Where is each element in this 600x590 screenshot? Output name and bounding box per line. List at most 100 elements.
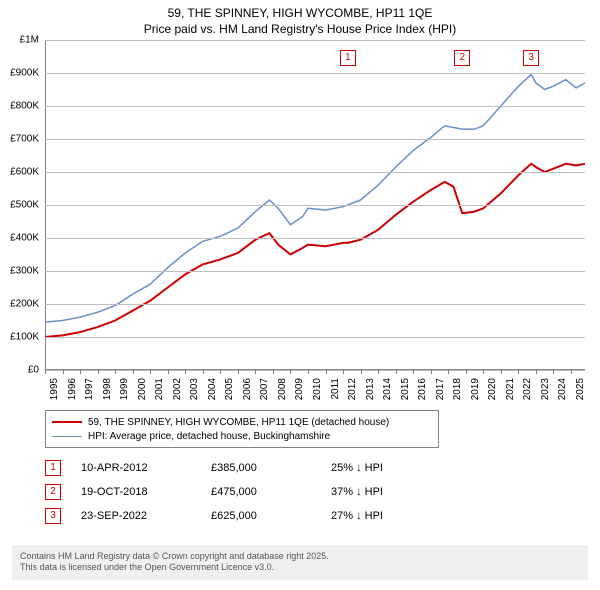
chart-area: 123 £0£100K£200K£300K£400K£500K£600K£700… <box>45 40 585 370</box>
x-tick-mark <box>168 370 169 374</box>
event-row: 3 23-SEP-2022 £625,000 27% ↓ HPI <box>45 504 451 528</box>
x-tick-mark <box>518 370 519 374</box>
legend-swatch-hpi <box>52 436 82 437</box>
x-tick-label: 2013 <box>365 378 376 400</box>
x-tick-mark <box>431 370 432 374</box>
event-date: 19-OCT-2018 <box>81 486 211 498</box>
x-tick-mark <box>483 370 484 374</box>
gridline <box>45 139 585 140</box>
x-tick-label: 2002 <box>172 378 183 400</box>
y-tick-label: £600K <box>0 167 39 178</box>
x-tick-mark <box>378 370 379 374</box>
x-tick-label: 1998 <box>102 378 113 400</box>
gridline <box>45 205 585 206</box>
legend-label-price-paid: 59, THE SPINNEY, HIGH WYCOMBE, HP11 1QE … <box>88 417 389 428</box>
x-tick-label: 2014 <box>382 378 393 400</box>
x-tick-label: 1996 <box>67 378 78 400</box>
x-tick-label: 2023 <box>540 378 551 400</box>
x-tick-mark <box>396 370 397 374</box>
gridline <box>45 337 585 338</box>
legend-item-hpi: HPI: Average price, detached house, Buck… <box>52 429 432 443</box>
title-line-1: 59, THE SPINNEY, HIGH WYCOMBE, HP11 1QE <box>0 0 600 20</box>
series-line-hpi <box>45 75 585 323</box>
gridline <box>45 172 585 173</box>
x-tick-label: 2010 <box>312 378 323 400</box>
chart-event-marker-1: 1 <box>340 50 356 66</box>
x-tick-label: 2022 <box>522 378 533 400</box>
y-tick-label: £200K <box>0 299 39 310</box>
event-price: £625,000 <box>211 510 331 522</box>
event-price: £475,000 <box>211 486 331 498</box>
event-row: 2 19-OCT-2018 £475,000 37% ↓ HPI <box>45 480 451 504</box>
y-tick-label: £400K <box>0 233 39 244</box>
x-tick-mark <box>150 370 151 374</box>
x-tick-label: 2019 <box>470 378 481 400</box>
x-tick-label: 2018 <box>452 378 463 400</box>
x-tick-mark <box>238 370 239 374</box>
gridline <box>45 271 585 272</box>
event-price: £385,000 <box>211 462 331 474</box>
chart-event-marker-2: 2 <box>454 50 470 66</box>
series-line-price_paid <box>45 164 585 337</box>
event-delta: 25% ↓ HPI <box>331 462 451 474</box>
x-tick-label: 2012 <box>347 378 358 400</box>
x-tick-label: 1995 <box>49 378 60 400</box>
y-tick-label: £300K <box>0 266 39 277</box>
x-tick-label: 2021 <box>505 378 516 400</box>
event-row: 1 10-APR-2012 £385,000 25% ↓ HPI <box>45 456 451 480</box>
x-tick-label: 1997 <box>84 378 95 400</box>
y-tick-label: £1M <box>0 35 39 46</box>
x-tick-mark <box>501 370 502 374</box>
x-tick-mark <box>413 370 414 374</box>
x-tick-label: 2008 <box>277 378 288 400</box>
x-tick-label: 2004 <box>207 378 218 400</box>
footer-attribution: Contains HM Land Registry data © Crown c… <box>12 545 588 580</box>
x-tick-mark <box>571 370 572 374</box>
x-tick-mark <box>185 370 186 374</box>
x-tick-mark <box>80 370 81 374</box>
x-tick-label: 2015 <box>400 378 411 400</box>
footer-line-2: This data is licensed under the Open Gov… <box>20 562 580 574</box>
x-tick-mark <box>343 370 344 374</box>
legend: 59, THE SPINNEY, HIGH WYCOMBE, HP11 1QE … <box>45 410 439 448</box>
x-tick-mark <box>448 370 449 374</box>
x-tick-mark <box>98 370 99 374</box>
x-tick-label: 2000 <box>137 378 148 400</box>
y-tick-label: £900K <box>0 68 39 79</box>
y-tick-label: £0 <box>0 365 39 376</box>
x-tick-label: 2005 <box>224 378 235 400</box>
gridline <box>45 238 585 239</box>
x-tick-label: 2011 <box>330 378 341 400</box>
footer-line-1: Contains HM Land Registry data © Crown c… <box>20 551 580 563</box>
x-tick-mark <box>553 370 554 374</box>
chart-container: 59, THE SPINNEY, HIGH WYCOMBE, HP11 1QE … <box>0 0 600 590</box>
x-tick-mark <box>115 370 116 374</box>
x-tick-mark <box>326 370 327 374</box>
x-tick-label: 2017 <box>435 378 446 400</box>
x-tick-label: 2001 <box>154 378 165 400</box>
event-delta: 37% ↓ HPI <box>331 486 451 498</box>
x-tick-label: 2006 <box>242 378 253 400</box>
x-tick-label: 2025 <box>575 378 586 400</box>
y-tick-label: £100K <box>0 332 39 343</box>
x-tick-label: 2016 <box>417 378 428 400</box>
legend-item-price-paid: 59, THE SPINNEY, HIGH WYCOMBE, HP11 1QE … <box>52 415 432 429</box>
y-tick-label: £800K <box>0 101 39 112</box>
gridline <box>45 73 585 74</box>
x-tick-mark <box>255 370 256 374</box>
x-tick-mark <box>45 370 46 374</box>
x-tick-mark <box>308 370 309 374</box>
x-tick-mark <box>63 370 64 374</box>
event-marker-3: 3 <box>45 508 61 524</box>
x-tick-mark <box>133 370 134 374</box>
x-tick-mark <box>361 370 362 374</box>
event-marker-2: 2 <box>45 484 61 500</box>
y-tick-label: £700K <box>0 134 39 145</box>
x-tick-mark <box>466 370 467 374</box>
events-table: 1 10-APR-2012 £385,000 25% ↓ HPI 2 19-OC… <box>45 456 451 528</box>
x-tick-label: 2024 <box>557 378 568 400</box>
x-tick-mark <box>203 370 204 374</box>
event-delta: 27% ↓ HPI <box>331 510 451 522</box>
legend-swatch-price-paid <box>52 421 82 423</box>
x-tick-label: 2009 <box>294 378 305 400</box>
